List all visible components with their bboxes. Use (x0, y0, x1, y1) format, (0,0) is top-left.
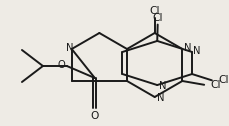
Text: Cl: Cl (152, 13, 162, 23)
Text: N: N (65, 43, 73, 53)
Text: O: O (58, 60, 65, 70)
Text: Cl: Cl (217, 75, 228, 85)
Text: Cl: Cl (209, 80, 219, 90)
Text: N: N (158, 81, 165, 91)
Text: N: N (156, 93, 164, 103)
Text: O: O (90, 111, 98, 121)
Text: N: N (193, 46, 200, 56)
Text: N: N (183, 43, 191, 53)
Text: Cl: Cl (149, 6, 159, 16)
